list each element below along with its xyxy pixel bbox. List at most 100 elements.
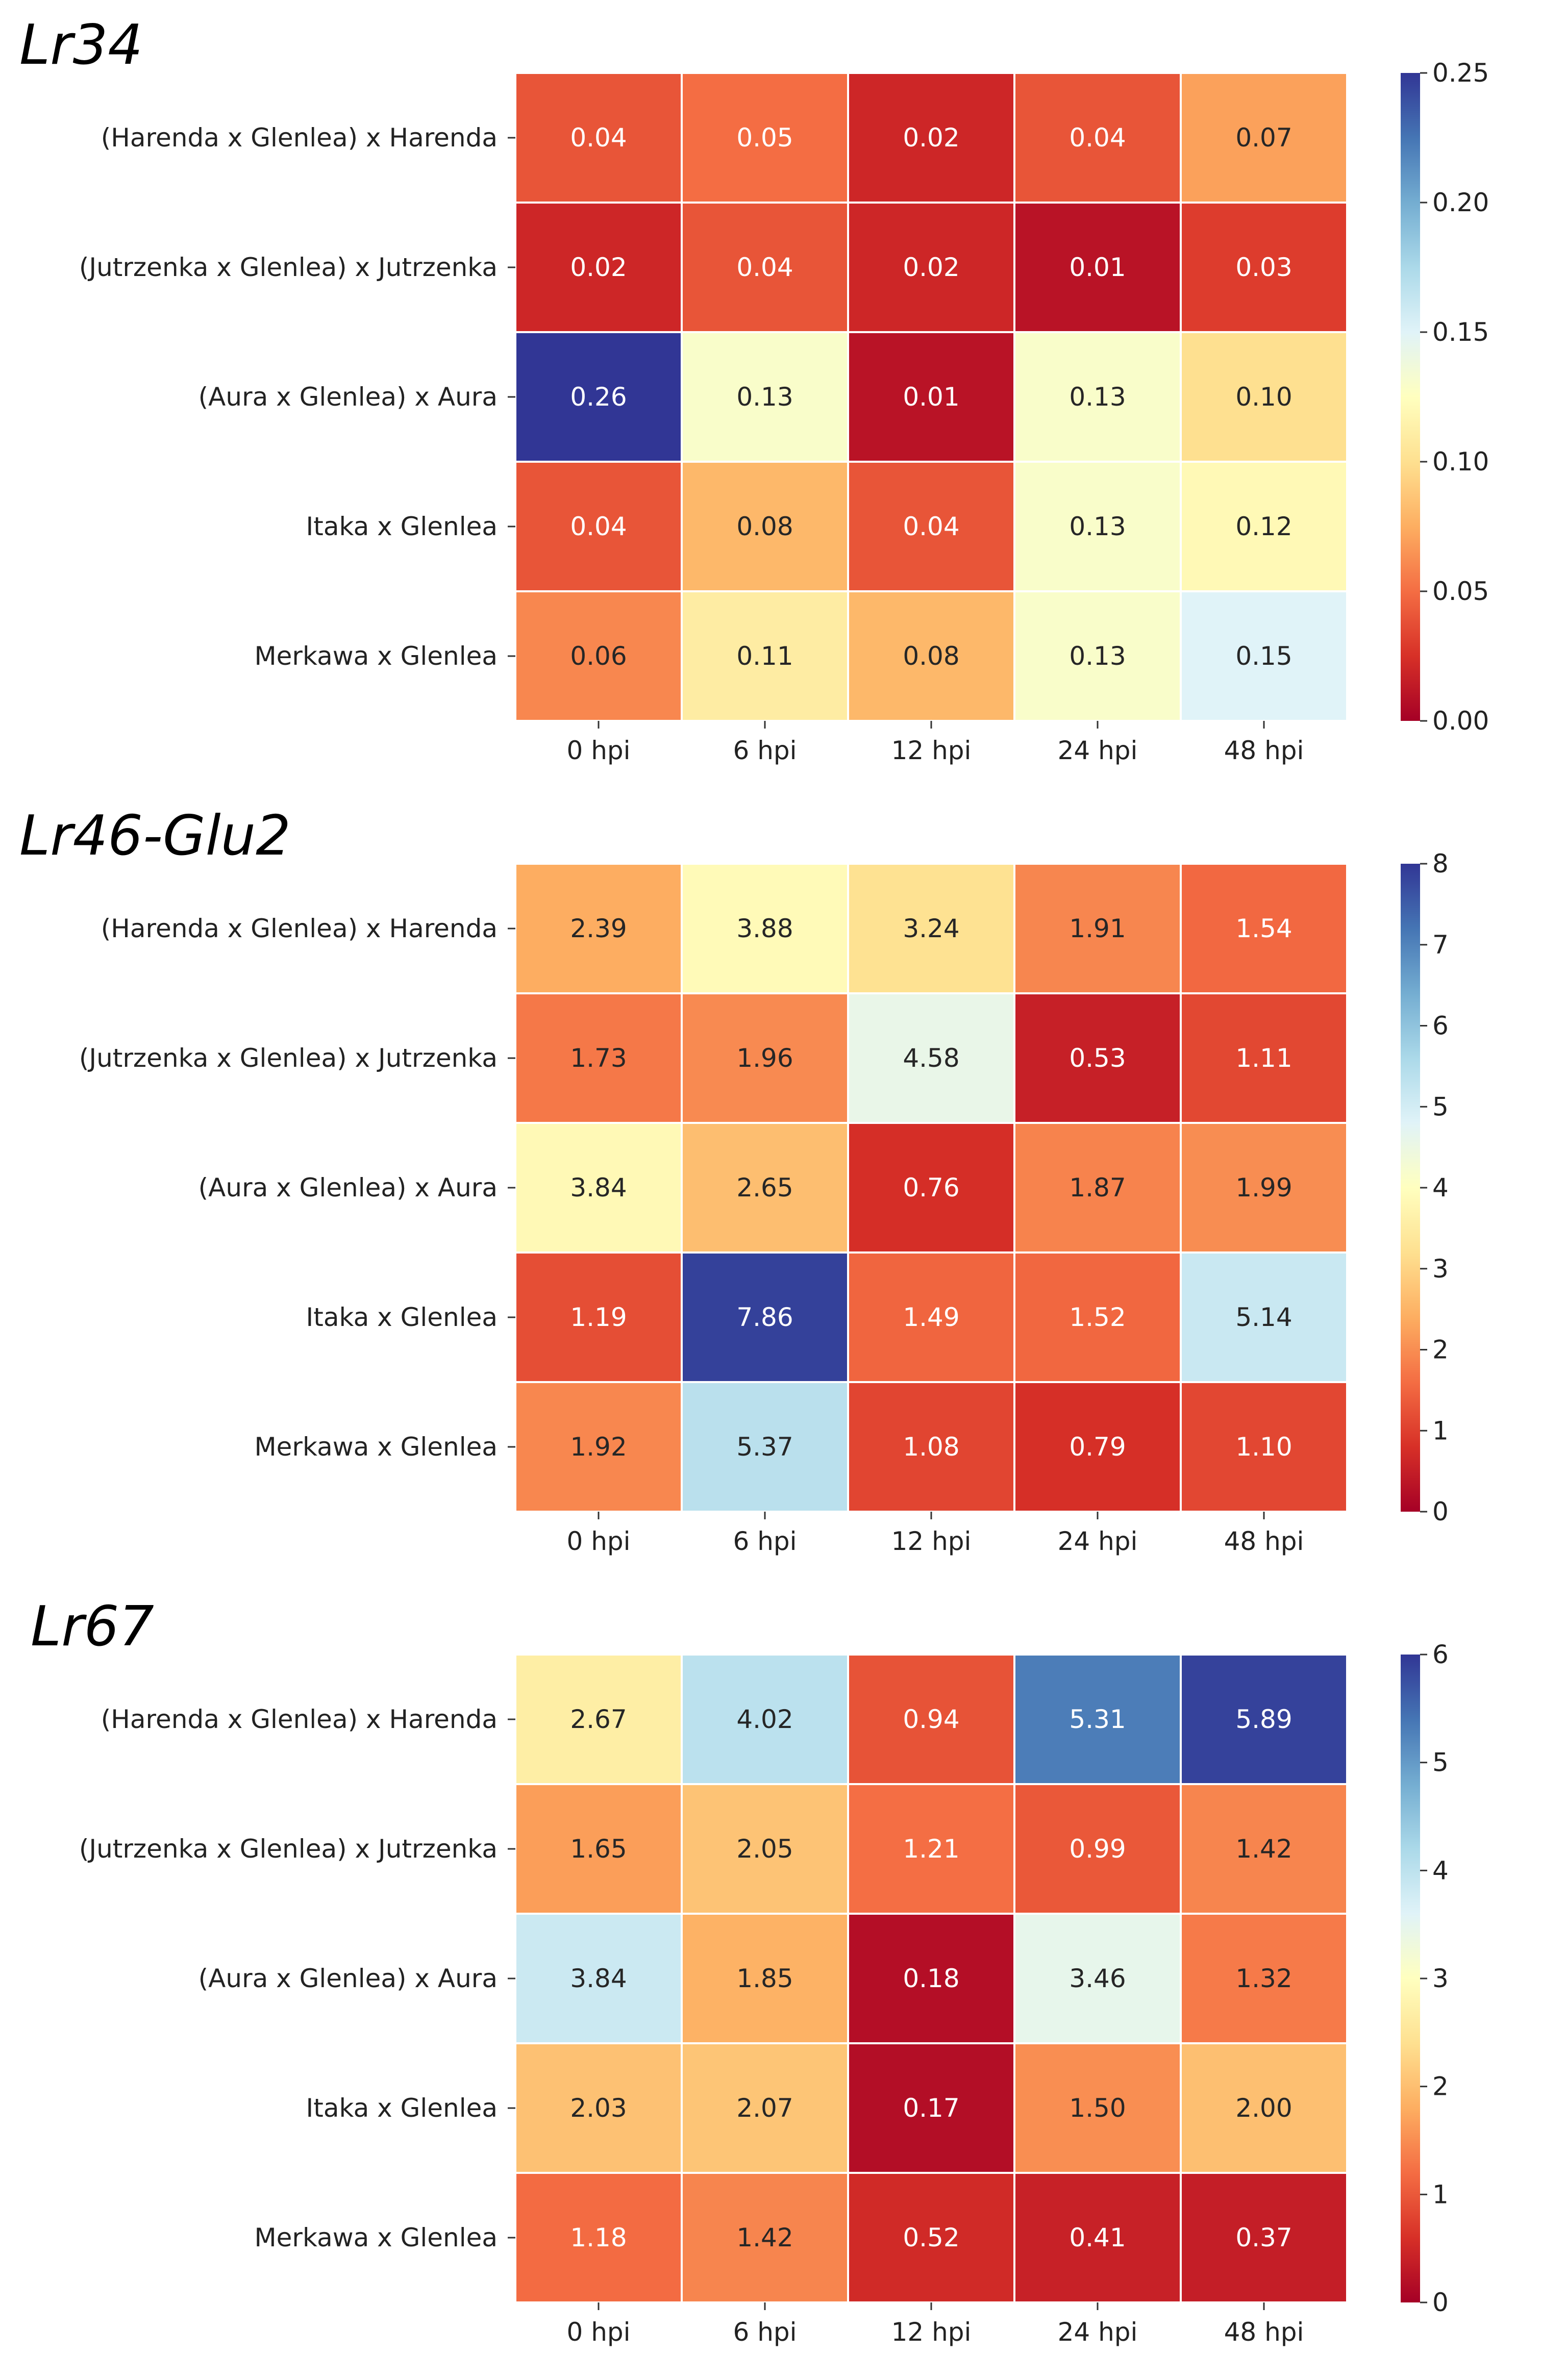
cell-value-label: 0.01 bbox=[1069, 253, 1126, 282]
cell-value-label: 3.46 bbox=[1069, 1964, 1126, 1993]
heatmap-cell bbox=[847, 461, 1015, 592]
cell-value-label: 0.99 bbox=[1069, 1834, 1126, 1864]
cell-value-label: 1.49 bbox=[903, 1302, 959, 1332]
column-label: 12 hpi bbox=[891, 1526, 972, 1556]
cell-value-label: 7.86 bbox=[736, 1302, 793, 1332]
colorbar-tick-label: 5 bbox=[1432, 1092, 1449, 1121]
column-label: 24 hpi bbox=[1058, 1526, 1138, 1556]
cell-value-label: 0.02 bbox=[903, 123, 959, 153]
heatmap-cell bbox=[847, 863, 1015, 994]
heatmap-cell bbox=[514, 1654, 683, 1785]
cell-value-label: 0.04 bbox=[570, 512, 627, 541]
heatmap-panel-lr34: Lr34 0.04 0.05 0.02 0.04 0.07 0.02 0.04 0.02 0.0… bbox=[19, 13, 1489, 765]
column-label: 0 hpi bbox=[566, 2317, 630, 2347]
heatmap-cell bbox=[514, 590, 683, 722]
column-label: 48 hpi bbox=[1224, 736, 1304, 765]
heatmap-cell bbox=[847, 1381, 1015, 1513]
row-label: (Jutrzenka x Glenlea) x Jutrzenka bbox=[79, 1043, 498, 1073]
heatmap-cell bbox=[1013, 1122, 1182, 1254]
heatmap-cell bbox=[1180, 1251, 1348, 1383]
heatmap-cell bbox=[1180, 992, 1348, 1124]
cell-value-label: 0.01 bbox=[903, 382, 959, 412]
column-label: 0 hpi bbox=[566, 736, 630, 765]
cell-value-label: 2.05 bbox=[736, 1834, 793, 1864]
heatmap-cell bbox=[1180, 2172, 1348, 2303]
heatmap-cell bbox=[1013, 72, 1182, 204]
cell-value-label: 2.00 bbox=[1235, 2093, 1292, 2123]
colorbar-tick-label: 3 bbox=[1432, 1254, 1449, 1284]
colorbar-tick-label: 0.15 bbox=[1432, 317, 1489, 347]
cell-value-label: 0.26 bbox=[570, 382, 627, 412]
heatmap-cell bbox=[847, 1654, 1015, 1785]
cell-value-label: 0.53 bbox=[1069, 1043, 1126, 1073]
cell-value-label: 0.07 bbox=[1235, 123, 1292, 153]
column-label: 6 hpi bbox=[733, 736, 797, 765]
heatmap-cell bbox=[681, 461, 849, 592]
cell-value-label: 0.13 bbox=[1069, 512, 1126, 541]
cell-value-label: 1.32 bbox=[1235, 1964, 1292, 1993]
cell-value-label: 0.04 bbox=[570, 123, 627, 153]
cell-value-label: 1.08 bbox=[903, 1432, 959, 1462]
row-label: (Harenda x Glenlea) x Harenda bbox=[101, 123, 498, 153]
cell-value-label: 0.79 bbox=[1069, 1432, 1126, 1462]
heatmap-cell bbox=[1180, 1122, 1348, 1254]
cell-value-label: 1.54 bbox=[1235, 914, 1292, 943]
cell-value-label: 1.73 bbox=[570, 1043, 627, 1073]
cell-value-label: 0.41 bbox=[1069, 2223, 1126, 2252]
heatmap-cell bbox=[681, 1251, 849, 1383]
row-label: Merkawa x Glenlea bbox=[255, 641, 498, 671]
cell-value-label: 1.18 bbox=[570, 2223, 627, 2252]
row-label: Merkawa x Glenlea bbox=[255, 2223, 498, 2252]
colorbar-tick-label: 8 bbox=[1432, 849, 1449, 879]
row-label: (Jutrzenka x Glenlea) x Jutrzenka bbox=[79, 253, 498, 282]
heatmap-cell bbox=[1180, 1654, 1348, 1785]
cell-value-label: 0.94 bbox=[903, 1705, 959, 1734]
heatmap-cell bbox=[847, 1122, 1015, 1254]
cell-value-label: 1.50 bbox=[1069, 2093, 1126, 2123]
heatmap-cell bbox=[1013, 461, 1182, 592]
heatmap-cell bbox=[847, 1783, 1015, 1915]
heatmap-cell bbox=[1180, 461, 1348, 592]
column-label: 12 hpi bbox=[891, 736, 972, 765]
heatmap-cell bbox=[514, 2042, 683, 2174]
panel-title: Lr67 bbox=[31, 1595, 154, 1659]
heatmap-cell bbox=[681, 1913, 849, 2044]
colorbar-tick-label: 5 bbox=[1432, 1748, 1449, 1777]
cell-value-label: 0.17 bbox=[903, 2093, 959, 2123]
heatmap-cell bbox=[847, 2172, 1015, 2303]
cell-value-label: 1.42 bbox=[1235, 1834, 1292, 1864]
column-label: 48 hpi bbox=[1224, 2317, 1304, 2347]
heatmap-cell bbox=[1013, 1654, 1182, 1785]
row-label: (Harenda x Glenlea) x Harenda bbox=[101, 914, 498, 943]
heatmap-cell bbox=[1180, 202, 1348, 333]
heatmap-cell bbox=[1180, 1913, 1348, 2044]
heatmap-cell bbox=[1180, 331, 1348, 463]
heatmap-cell bbox=[1180, 590, 1348, 722]
colorbar-tick-label: 0 bbox=[1432, 2288, 1449, 2317]
colorbar-tick-label: 4 bbox=[1432, 1856, 1449, 1885]
cell-value-label: 2.39 bbox=[570, 914, 627, 943]
colorbar-tick-label: 0.00 bbox=[1432, 706, 1489, 736]
cell-value-label: 0.13 bbox=[736, 382, 793, 412]
colorbar bbox=[1401, 73, 1420, 721]
cell-value-label: 0.02 bbox=[903, 253, 959, 282]
column-label: 24 hpi bbox=[1058, 2317, 1138, 2347]
heatmap-cell bbox=[681, 992, 849, 1124]
heatmap-cell bbox=[681, 590, 849, 722]
cell-value-label: 0.08 bbox=[903, 641, 959, 671]
colorbar-tick-label: 1 bbox=[1432, 1416, 1449, 1445]
colorbar-tick-label: 7 bbox=[1432, 930, 1449, 960]
heatmap-panel-lr67: Lr67 2.67 4.02 0.94 5.31 5.89 1.65 2.05 1.21 0.9… bbox=[31, 1595, 1449, 2347]
heatmap-cell bbox=[514, 1913, 683, 2044]
cell-value-label: 0.04 bbox=[736, 253, 793, 282]
heatmap-cell bbox=[1013, 1251, 1182, 1383]
cell-value-label: 1.65 bbox=[570, 1834, 627, 1864]
row-label: (Aura x Glenlea) x Aura bbox=[198, 1173, 498, 1202]
colorbar-tick-label: 6 bbox=[1432, 1011, 1449, 1041]
heatmap-cell bbox=[681, 72, 849, 204]
cell-value-label: 4.58 bbox=[903, 1043, 959, 1073]
cell-value-label: 4.02 bbox=[736, 1705, 793, 1734]
cell-value-label: 5.31 bbox=[1069, 1705, 1126, 1734]
colorbar-tick-label: 0.05 bbox=[1432, 577, 1489, 606]
heatmap-cell bbox=[847, 2042, 1015, 2174]
